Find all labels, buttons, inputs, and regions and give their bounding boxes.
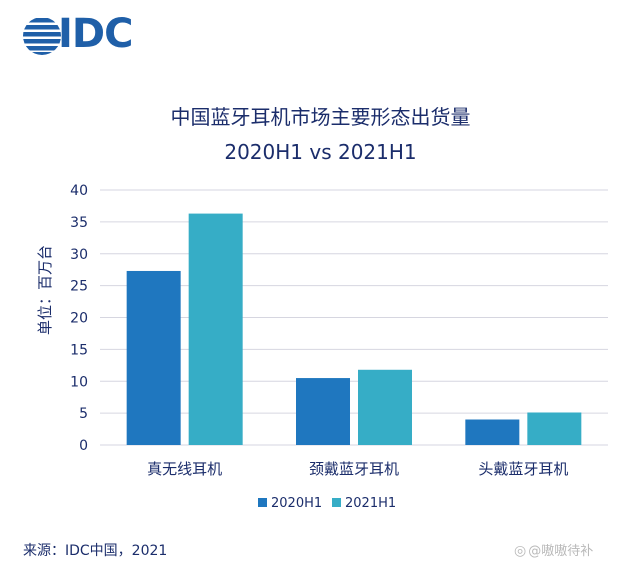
bar-2021H1-3 [527,412,582,445]
chart-subtitle: 2020H1 vs 2021H1 [224,140,417,164]
x-category-label: 真无线耳机 [147,460,222,478]
legend: 2020H1 2021H1 [258,496,396,511]
bar-2020H1-2 [296,378,350,445]
bars [126,213,582,445]
y-axis-label: 单位：百万台 [36,245,54,335]
y-tick-label: 10 [70,374,88,390]
idc-logo-text: IDC [58,11,133,57]
legend-label-2021H1: 2021H1 [345,496,396,511]
bar-2021H1-1 [188,213,243,445]
watermark-text: @嗷嗷待补 [528,544,594,559]
gridlines [100,189,608,446]
x-category-label: 颈戴蓝牙耳机 [309,460,399,478]
y-tick-label: 5 [79,406,88,422]
y-tick-label: 30 [70,247,88,263]
bar-2020H1-1 [126,270,181,445]
idc-globe-logo [23,18,61,55]
source-note: 来源：IDC中国，2021 [23,543,168,559]
legend-swatch-2021H1 [332,498,341,507]
y-tick-label: 40 [70,183,88,199]
y-tick-label: 0 [79,438,88,454]
x-category-label: 头戴蓝牙耳机 [478,460,568,478]
chart-title: 中国蓝牙耳机市场主要形态出货量 [170,105,471,129]
weibo-icon: ◎ [514,543,527,559]
y-tick-label: 35 [70,215,88,231]
legend-swatch-2020H1 [258,498,267,507]
bar-2020H1-3 [465,419,520,445]
y-tick-label: 20 [70,311,88,327]
bar-2021H1-2 [358,369,412,445]
y-tick-label: 15 [70,342,88,358]
watermark: ◎ @嗷嗷待补 [514,540,593,559]
x-axis-labels: 真无线耳机 颈戴蓝牙耳机 头戴蓝牙耳机 [147,460,568,478]
legend-label-2020H1: 2020H1 [271,496,322,511]
y-axis-ticks: 0 5 10 15 20 25 30 35 40 [70,183,88,454]
y-tick-label: 25 [70,279,88,295]
